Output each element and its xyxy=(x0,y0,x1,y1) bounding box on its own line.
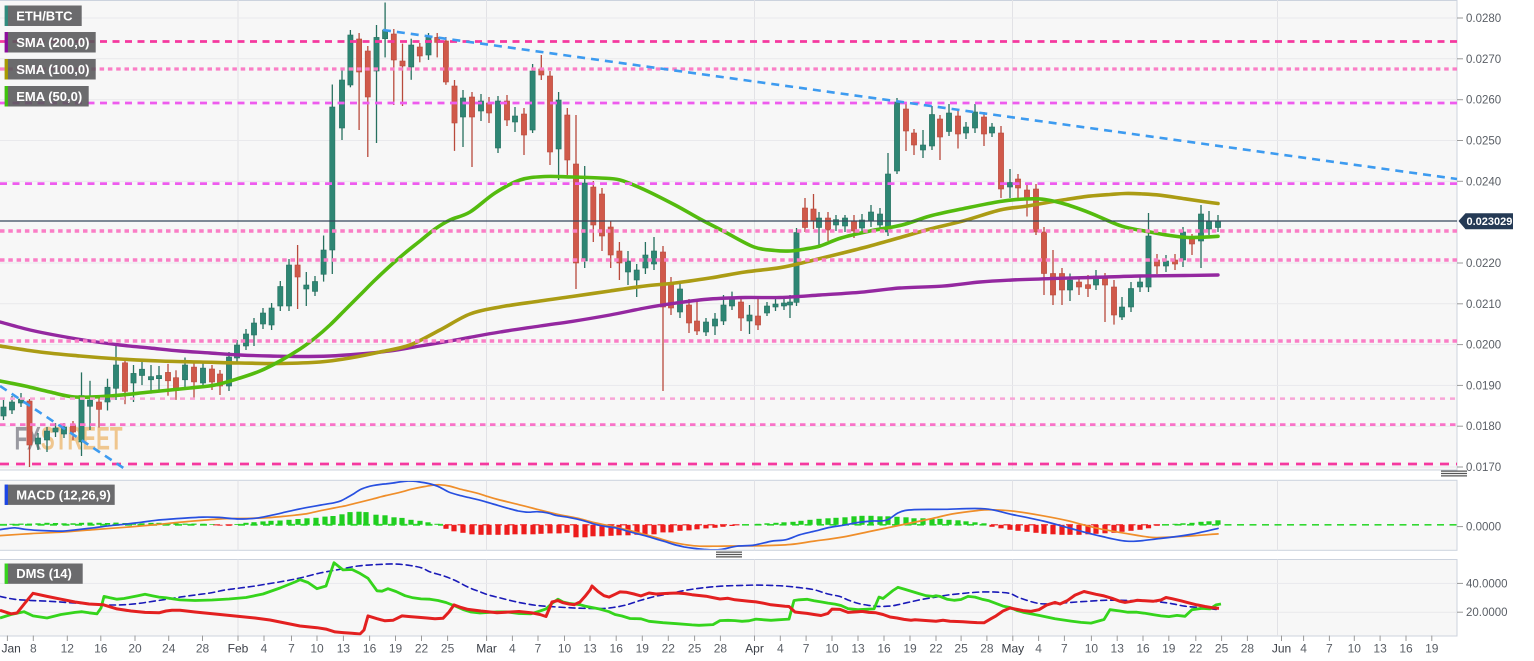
svg-text:7: 7 xyxy=(1061,642,1068,656)
svg-text:24: 24 xyxy=(162,642,176,656)
svg-text:0.0170: 0.0170 xyxy=(1466,462,1501,474)
svg-text:19: 19 xyxy=(1162,642,1176,656)
svg-text:4: 4 xyxy=(777,642,784,656)
svg-text:May: May xyxy=(1001,642,1024,656)
svg-text:4: 4 xyxy=(509,642,516,656)
svg-text:Jan: Jan xyxy=(2,642,21,656)
svg-text:SMA (100,0): SMA (100,0) xyxy=(16,62,89,77)
svg-text:0.0000: 0.0000 xyxy=(1466,522,1501,534)
svg-text:10: 10 xyxy=(558,642,572,656)
svg-text:13: 13 xyxy=(583,642,597,656)
svg-text:EMA (50,0): EMA (50,0) xyxy=(16,89,82,104)
svg-text:SMA (200,0): SMA (200,0) xyxy=(16,35,89,50)
svg-text:22: 22 xyxy=(1189,642,1203,656)
svg-text:0.0220: 0.0220 xyxy=(1466,258,1501,270)
svg-text:Feb: Feb xyxy=(228,642,249,656)
svg-text:0.0280: 0.0280 xyxy=(1466,13,1501,25)
svg-text:16: 16 xyxy=(363,642,377,656)
svg-text:25: 25 xyxy=(441,642,455,656)
svg-text:28: 28 xyxy=(1241,642,1255,656)
svg-text:16: 16 xyxy=(877,642,891,656)
svg-text:13: 13 xyxy=(1373,642,1387,656)
svg-text:28: 28 xyxy=(980,642,994,656)
svg-text:DMS (14): DMS (14) xyxy=(16,566,72,581)
svg-text:4: 4 xyxy=(261,642,268,656)
svg-text:25: 25 xyxy=(954,642,968,656)
svg-text:19: 19 xyxy=(636,642,650,656)
svg-text:25: 25 xyxy=(1215,642,1229,656)
svg-text:13: 13 xyxy=(851,642,865,656)
svg-text:22: 22 xyxy=(662,642,676,656)
svg-text:16: 16 xyxy=(610,642,624,656)
svg-text:10: 10 xyxy=(825,642,839,656)
svg-text:0.023029: 0.023029 xyxy=(1467,216,1513,228)
svg-text:13: 13 xyxy=(1111,642,1125,656)
svg-text:ETH/BTC: ETH/BTC xyxy=(16,8,73,23)
svg-text:4: 4 xyxy=(1035,642,1042,656)
svg-text:0.0180: 0.0180 xyxy=(1466,421,1501,433)
svg-text:19: 19 xyxy=(1425,642,1439,656)
svg-text:28: 28 xyxy=(196,642,210,656)
svg-text:16: 16 xyxy=(94,642,108,656)
svg-text:10: 10 xyxy=(310,642,324,656)
svg-text:25: 25 xyxy=(688,642,702,656)
svg-text:28: 28 xyxy=(714,642,728,656)
svg-text:0.0240: 0.0240 xyxy=(1466,176,1501,188)
svg-text:40.0000: 40.0000 xyxy=(1466,578,1508,590)
svg-text:0.0200: 0.0200 xyxy=(1466,340,1501,352)
svg-text:Mar: Mar xyxy=(476,642,497,656)
svg-text:Apr: Apr xyxy=(745,642,764,656)
svg-text:0.0210: 0.0210 xyxy=(1466,299,1501,311)
svg-text:0.0260: 0.0260 xyxy=(1466,95,1501,107)
svg-text:16: 16 xyxy=(1136,642,1150,656)
svg-text:7: 7 xyxy=(535,642,542,656)
svg-text:7: 7 xyxy=(1326,642,1333,656)
svg-text:10: 10 xyxy=(1348,642,1362,656)
svg-text:0.0270: 0.0270 xyxy=(1466,54,1501,66)
svg-text:7: 7 xyxy=(288,642,295,656)
svg-text:4: 4 xyxy=(1300,642,1307,656)
svg-text:Jun: Jun xyxy=(1272,642,1291,656)
svg-text:8: 8 xyxy=(30,642,37,656)
svg-text:0.0250: 0.0250 xyxy=(1466,136,1501,148)
svg-text:22: 22 xyxy=(415,642,429,656)
svg-text:20: 20 xyxy=(128,642,142,656)
svg-text:19: 19 xyxy=(903,642,917,656)
svg-text:10: 10 xyxy=(1085,642,1099,656)
svg-text:19: 19 xyxy=(389,642,403,656)
svg-text:16: 16 xyxy=(1399,642,1413,656)
svg-text:0.0190: 0.0190 xyxy=(1466,380,1501,392)
svg-text:12: 12 xyxy=(61,642,75,656)
svg-text:20.0000: 20.0000 xyxy=(1466,607,1508,619)
svg-text:MACD (12,26,9): MACD (12,26,9) xyxy=(16,487,111,502)
svg-text:13: 13 xyxy=(337,642,351,656)
svg-text:7: 7 xyxy=(803,642,810,656)
svg-text:22: 22 xyxy=(929,642,943,656)
